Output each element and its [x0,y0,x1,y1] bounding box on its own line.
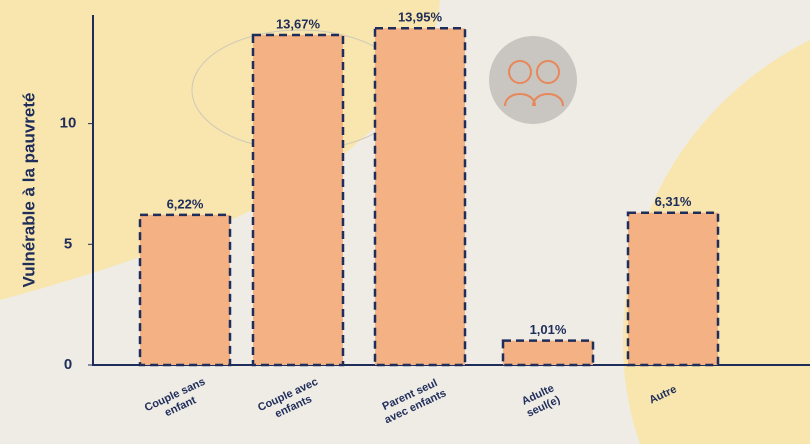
data-label: 13,95% [398,10,443,25]
bar [251,33,345,367]
y-tick-label: 5 [64,235,72,252]
data-label: 1,01% [530,322,567,337]
bar [626,211,720,367]
bar [501,339,595,367]
bar [373,27,467,367]
bar [138,213,232,367]
data-label: 6,31% [655,194,692,209]
y-tick-label: 10 [60,115,77,132]
y-tick-label: 0 [64,356,72,373]
icon [489,36,577,124]
data-label: 6,22% [167,196,204,211]
y-axis-label: Vulnérable à la pauvreté [19,93,38,288]
data-label: 13,67% [276,16,321,31]
